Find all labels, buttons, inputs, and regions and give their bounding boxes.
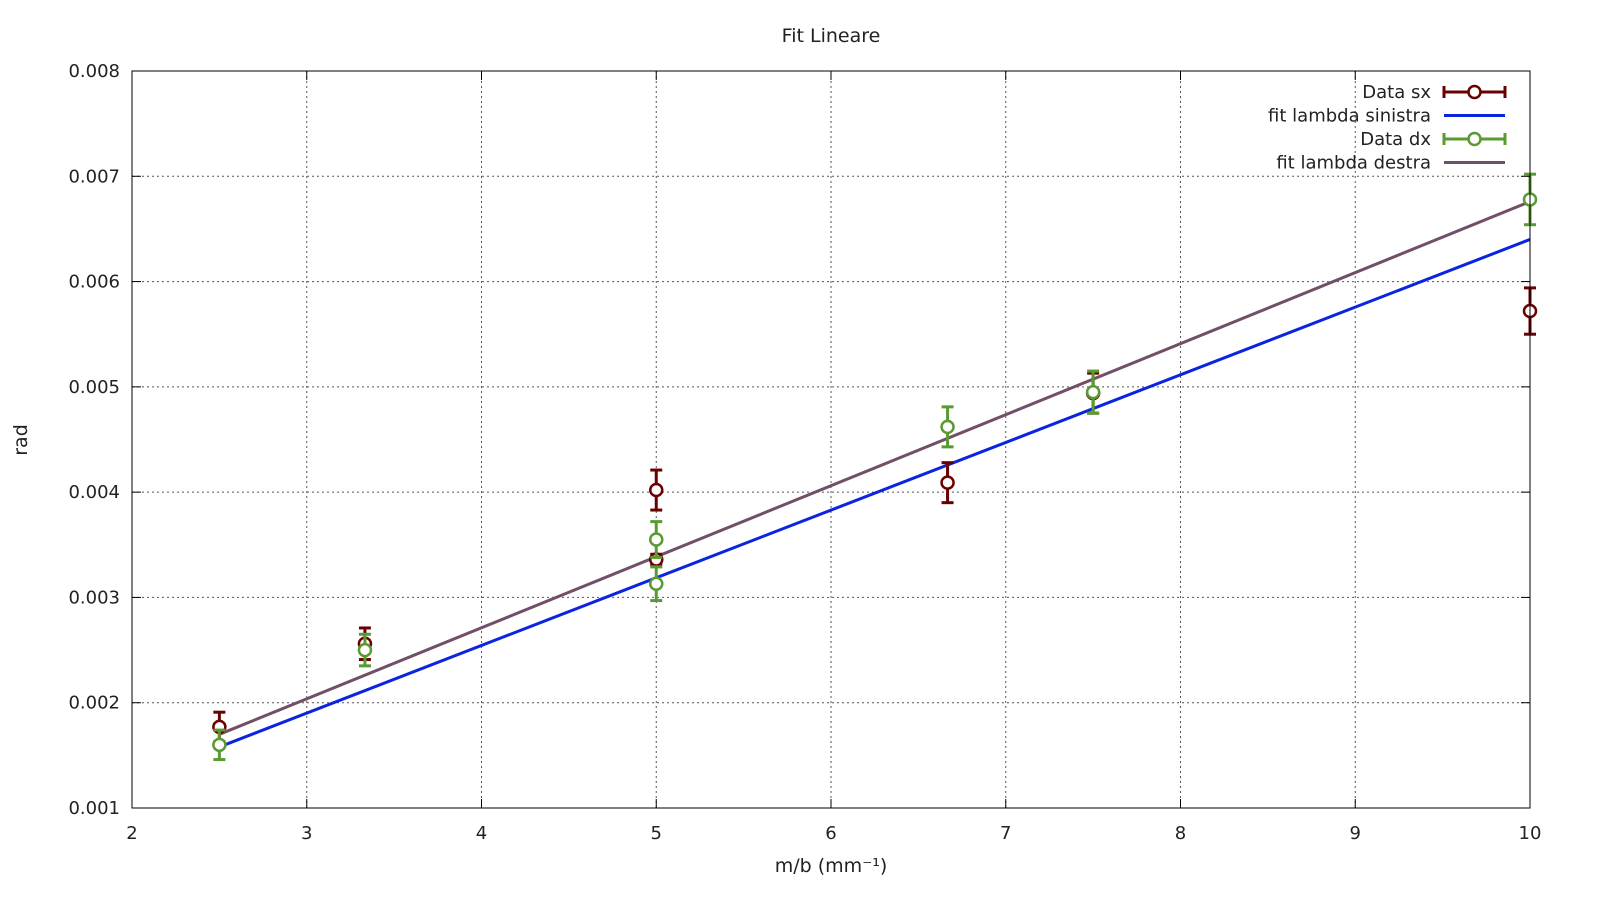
data-point xyxy=(649,520,664,559)
y-tick-label: 0.008 xyxy=(68,61,120,82)
y-tick-label: 0.007 xyxy=(68,166,120,187)
point-marker xyxy=(649,482,664,498)
x-tick-label: 8 xyxy=(1175,823,1186,844)
legend-entry: fit lambda destra xyxy=(1276,153,1505,174)
data-point xyxy=(1085,369,1101,415)
x-axis-label: m/b (mm⁻¹) xyxy=(775,855,888,877)
grid-lines xyxy=(132,71,1530,808)
point-marker xyxy=(649,532,664,547)
point-marker xyxy=(1085,384,1101,400)
fit-line-1 xyxy=(218,238,1531,749)
fit-line-3 xyxy=(218,200,1531,736)
legend-entry: Data sx xyxy=(1362,82,1507,103)
x-tick-label: 7 xyxy=(1000,823,1011,844)
x-tick-label: 4 xyxy=(476,823,487,844)
legend-label: Data sx xyxy=(1362,82,1431,103)
point-marker xyxy=(649,576,664,591)
x-tick-label: 9 xyxy=(1350,823,1361,844)
legend-entry: fit lambda sinistra xyxy=(1268,106,1505,127)
x-tick-label: 2 xyxy=(126,823,137,844)
point-marker xyxy=(212,737,227,753)
y-tick-label: 0.001 xyxy=(68,798,120,819)
data-point xyxy=(649,468,664,512)
axis-ticks: 2 3 4 5 6 7 8 9 10 0.001 0.002 0.003 0.004 0.005 0.006… xyxy=(68,61,1541,844)
y-tick-label: 0.005 xyxy=(68,377,120,398)
y-tick-label: 0.002 xyxy=(68,693,120,714)
data-points xyxy=(212,172,1538,762)
data-point xyxy=(940,405,955,449)
legend-marker xyxy=(1467,84,1482,100)
data-point xyxy=(357,632,373,668)
y-axis-label: rad xyxy=(10,424,32,456)
point-marker xyxy=(940,419,955,435)
point-marker xyxy=(940,475,955,490)
data-point xyxy=(212,728,227,762)
legend-label: fit lambda sinistra xyxy=(1268,106,1431,127)
y-tick-label: 0.006 xyxy=(68,272,120,293)
x-tick-label: 10 xyxy=(1519,823,1542,844)
x-tick-label: 3 xyxy=(301,823,312,844)
legend-label: Data dx xyxy=(1360,129,1431,150)
data-point xyxy=(940,461,955,505)
x-tick-label: 6 xyxy=(825,823,836,844)
data-point xyxy=(649,565,664,603)
fit-lines xyxy=(218,200,1531,749)
point-marker xyxy=(357,642,373,658)
y-tick-label: 0.004 xyxy=(68,482,120,503)
legend-entry: Data dx xyxy=(1360,129,1507,150)
legend-label: fit lambda destra xyxy=(1276,153,1431,174)
x-tick-label: 5 xyxy=(651,823,662,844)
legend-marker xyxy=(1467,131,1482,147)
y-tick-label: 0.003 xyxy=(68,587,120,608)
chart-title: Fit Lineare xyxy=(782,25,881,47)
